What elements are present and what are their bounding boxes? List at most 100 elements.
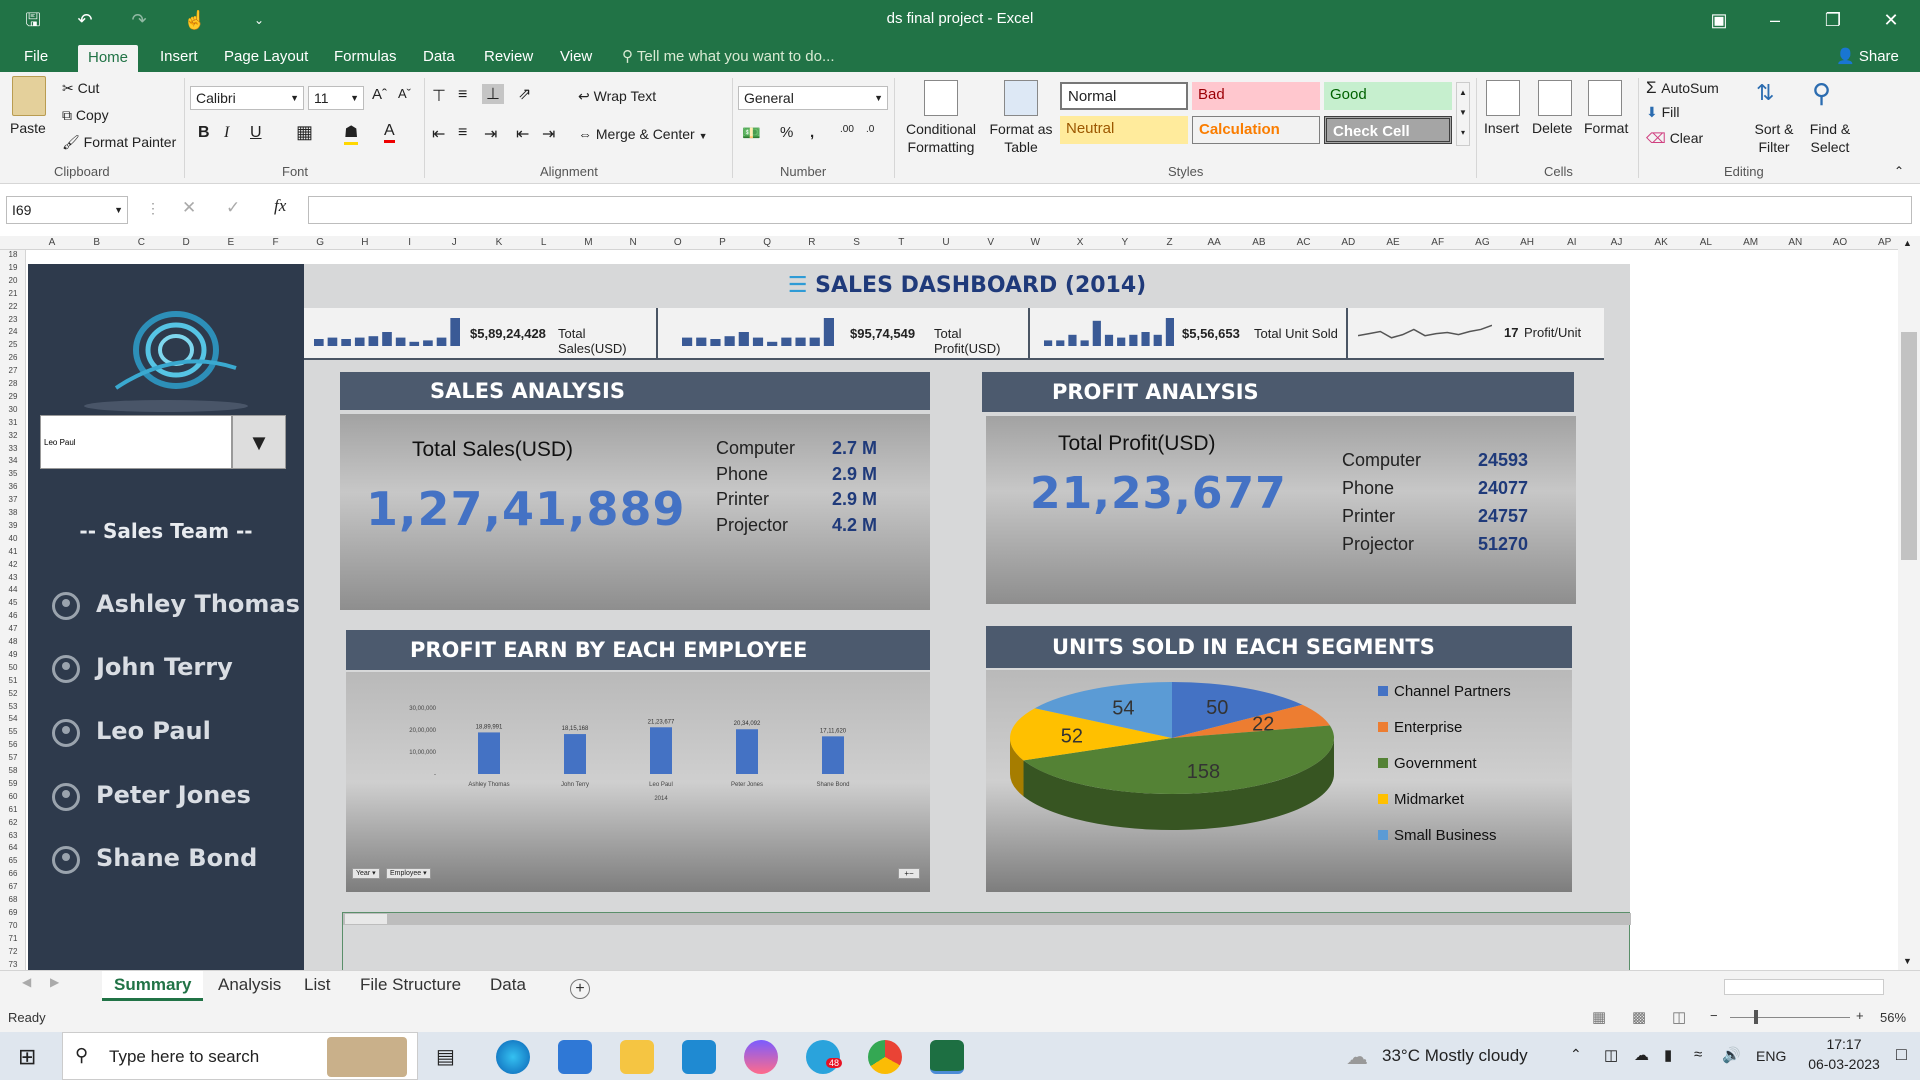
column-header[interactable]: Z [1166,237,1173,248]
column-header[interactable]: N [629,237,637,248]
column-header[interactable]: AH [1520,237,1535,248]
page-layout-view-icon[interactable]: ▩ [1632,1009,1647,1026]
touch-mode-icon[interactable]: ☝ [183,10,207,30]
row-header[interactable]: 33 [8,443,18,453]
align-left-icon[interactable]: ⇤ [432,126,446,143]
restore-button[interactable]: ❐ [1824,10,1842,30]
shrink-font-icon[interactable]: Aˇ [398,86,411,101]
name-box[interactable]: I69 ▼ [6,196,128,224]
row-header[interactable]: 52 [8,688,18,698]
row-header[interactable]: 22 [8,301,18,311]
close-button[interactable]: ✕ [1883,10,1899,30]
tab-page-layout[interactable]: Page Layout [224,48,309,65]
row-header[interactable]: 55 [8,727,18,737]
row-header[interactable]: 58 [8,766,18,775]
row-header[interactable]: 57 [8,753,18,763]
row-header[interactable]: 56 [8,740,18,750]
team-member-shane-bond[interactable]: Shane Bond [52,844,257,874]
share-button[interactable]: 👤 Share [1836,48,1899,65]
font-name-select[interactable]: Calibri ▼ [190,86,304,110]
scroll-thumb[interactable] [1901,332,1917,560]
zoom-slider[interactable] [1730,1017,1850,1018]
insert-cells-icon[interactable] [1486,80,1520,116]
scroll-up-icon[interactable]: ▲ [1903,238,1912,248]
sheet-tab-file-structure[interactable]: File Structure [360,975,462,994]
cut-button[interactable]: ✂ Cut [62,80,100,96]
middle-align-icon[interactable]: ≡ [458,86,468,103]
employee-selector[interactable]: Leo Paul [40,415,232,469]
row-header[interactable]: 69 [8,907,18,917]
delete-cells-icon[interactable] [1538,80,1572,116]
prev-sheet-icon[interactable]: ◀ [22,975,32,989]
row-header[interactable]: 63 [8,830,18,840]
row-header[interactable]: 49 [8,649,18,659]
column-header[interactable]: A [48,237,56,248]
column-header[interactable]: I [408,237,411,248]
windows-start-icon[interactable]: ⊞ [18,1044,37,1069]
employee-dropdown-button[interactable]: ▼ [232,415,286,469]
sheet-tab-analysis[interactable]: Analysis [218,975,282,994]
row-header[interactable]: 19 [8,262,18,272]
ribbon-display-icon[interactable]: ▣ [1710,10,1728,30]
decrease-indent-icon[interactable]: ⇤ [516,126,530,143]
enter-icon[interactable]: ✓ [226,198,241,217]
redo-icon[interactable]: ↷ [131,10,147,30]
delete-cells-button[interactable]: Delete [1532,120,1573,136]
tab-formulas[interactable]: Formulas [334,48,397,65]
column-header[interactable]: AE [1386,237,1400,248]
row-header[interactable]: 43 [8,572,18,582]
style-neutral[interactable]: Neutral [1060,116,1188,144]
notifications-icon[interactable]: □ [1896,1044,1907,1064]
expand-collapse-icon[interactable]: +− [898,868,920,879]
formula-input[interactable] [308,196,1912,224]
row-header[interactable]: 62 [8,817,18,827]
column-header[interactable]: B [93,237,101,248]
row-header[interactable]: 47 [8,624,18,634]
paste-icon[interactable] [12,76,46,116]
column-header[interactable]: P [719,237,726,248]
column-header[interactable]: Q [763,237,772,248]
find-select-button[interactable]: Find & Select [1809,121,1851,155]
row-header[interactable]: 37 [8,495,18,505]
column-header[interactable]: O [673,237,682,248]
column-header[interactable]: X [1076,237,1084,248]
row-header[interactable]: 30 [8,404,18,414]
row-header[interactable]: 25 [8,340,18,350]
team-member-ashley-thomas[interactable]: Ashley Thomas [52,590,300,620]
tray-device-icon[interactable]: ◫ [1604,1047,1619,1064]
column-header[interactable]: AN [1788,237,1803,248]
format-as-table-icon[interactable] [1004,80,1038,116]
column-header[interactable]: AO [1832,237,1848,248]
column-header[interactable]: AA [1207,237,1221,248]
horizontal-scrollbar[interactable] [1724,979,1884,995]
column-header[interactable]: M [584,237,593,248]
row-header[interactable]: 18 [8,250,18,259]
column-header[interactable]: AB [1252,237,1266,248]
row-header[interactable]: 23 [8,314,18,324]
row-header[interactable]: 53 [8,701,18,711]
tell-me-search[interactable]: ⚲ Tell me what you want to do... [622,48,835,65]
row-header[interactable]: 41 [8,546,18,556]
tab-insert[interactable]: Insert [160,48,198,65]
add-sheet-button[interactable]: + [570,979,590,999]
sheet-tab-summary[interactable]: Summary [102,971,204,1001]
row-header[interactable]: 26 [8,353,18,363]
clock-time[interactable]: 17:17 [1826,1036,1862,1052]
team-member-leo-paul[interactable]: Leo Paul [52,717,211,747]
column-header[interactable]: W [1030,237,1041,248]
edge-icon[interactable] [496,1040,530,1074]
column-header[interactable]: U [942,237,950,248]
top-align-icon[interactable]: ⊤ [432,88,446,105]
row-header[interactable]: 31 [8,417,18,427]
bottom-align-icon[interactable]: ⊥ [482,84,504,104]
zoom-in-icon[interactable]: + [1856,1008,1864,1023]
row-header[interactable]: 38 [8,508,18,517]
row-header[interactable]: 39 [8,520,18,530]
row-header[interactable]: 65 [8,856,18,866]
vscode-icon[interactable] [682,1040,716,1074]
magnifier-icon[interactable]: ⚲ [1812,78,1832,108]
format-as-table-button[interactable]: Format as Table [989,121,1053,155]
column-header[interactable]: L [540,237,547,248]
pivot-year-button[interactable]: Year ▾ [352,868,380,879]
row-header[interactable]: 50 [8,662,18,672]
